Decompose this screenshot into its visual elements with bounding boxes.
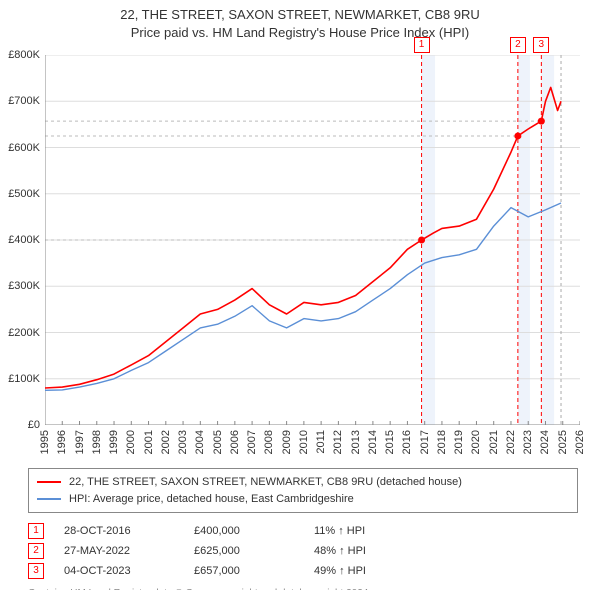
y-tick-label: £800K [0, 49, 40, 61]
y-tick-label: £0 [0, 419, 40, 431]
x-tick-label: 2014 [367, 430, 379, 454]
x-tick-label: 1996 [56, 430, 68, 454]
annotation-price: £657,000 [194, 565, 314, 577]
x-tick-label: 2005 [212, 430, 224, 454]
annotation-row: 3 04-OCT-2023£657,00049% ↑ HPI [28, 561, 578, 581]
annotation-price: £625,000 [194, 545, 314, 557]
y-tick-label: £300K [0, 280, 40, 292]
annotation-date: 04-OCT-2023 [64, 565, 194, 577]
chart-area: £0£100K£200K£300K£400K£500K£600K£700K£80… [45, 55, 580, 425]
x-tick-label: 2018 [436, 430, 448, 454]
title-block: 22, THE STREET, SAXON STREET, NEWMARKET,… [0, 0, 600, 41]
x-tick-label: 2012 [332, 430, 344, 454]
x-tick-label: 2022 [505, 430, 517, 454]
x-tick-label: 2015 [384, 430, 396, 454]
annotation-date: 27-MAY-2022 [64, 545, 194, 557]
y-tick-label: £700K [0, 95, 40, 107]
x-tick-label: 2020 [470, 430, 482, 454]
x-tick-label: 2006 [229, 430, 241, 454]
plot-svg [45, 55, 580, 425]
x-tick-label: 2008 [263, 430, 275, 454]
title-line-1: 22, THE STREET, SAXON STREET, NEWMARKET,… [0, 6, 600, 24]
annotation-diff: 11% ↑ HPI [314, 525, 434, 537]
x-tick-label: 2003 [177, 430, 189, 454]
y-tick-label: £600K [0, 142, 40, 154]
annotation-table: 1 28-OCT-2016£400,00011% ↑ HPI 2 27-MAY-202… [28, 521, 578, 581]
annotation-badge: 2 [28, 543, 44, 559]
x-tick-label: 2021 [488, 430, 500, 454]
x-tick-label: 2002 [160, 430, 172, 454]
x-tick-label: 2004 [194, 430, 206, 454]
x-tick-label: 2019 [453, 430, 465, 454]
legend-row: 22, THE STREET, SAXON STREET, NEWMARKET,… [37, 474, 569, 491]
annotation-diff: 48% ↑ HPI [314, 545, 434, 557]
annotation-row: 2 27-MAY-2022£625,00048% ↑ HPI [28, 541, 578, 561]
x-tick-label: 1997 [74, 430, 86, 454]
x-tick-label: 1995 [39, 430, 51, 454]
annotation-diff: 49% ↑ HPI [314, 565, 434, 577]
legend-swatch [37, 481, 61, 483]
y-tick-label: £400K [0, 234, 40, 246]
legend-swatch [37, 498, 61, 500]
below-chart: 22, THE STREET, SAXON STREET, NEWMARKET,… [28, 462, 578, 590]
annotation-badge: 1 [28, 523, 44, 539]
x-tick-label: 2013 [350, 430, 362, 454]
x-tick-label: 2024 [539, 430, 551, 454]
legend-row: HPI: Average price, detached house, East… [37, 491, 569, 508]
annotation-row: 1 28-OCT-2016£400,00011% ↑ HPI [28, 521, 578, 541]
x-tick-label: 2001 [143, 430, 155, 454]
x-tick-label: 1998 [91, 430, 103, 454]
y-tick-label: £200K [0, 327, 40, 339]
sale-marker-badge: 3 [533, 37, 549, 53]
annotation-date: 28-OCT-2016 [64, 525, 194, 537]
x-tick-label: 1999 [108, 430, 120, 454]
annotation-badge: 3 [28, 563, 44, 579]
x-tick-label: 2000 [125, 430, 137, 454]
x-tick-label: 2011 [315, 430, 327, 454]
x-tick-label: 2007 [246, 430, 258, 454]
legend-label: 22, THE STREET, SAXON STREET, NEWMARKET,… [69, 474, 462, 491]
x-tick-label: 2026 [574, 430, 586, 454]
x-tick-label: 2017 [419, 430, 431, 454]
x-tick-label: 2009 [281, 430, 293, 454]
legend-label: HPI: Average price, detached house, East… [69, 491, 354, 508]
y-tick-label: £500K [0, 188, 40, 200]
sale-marker-badge: 1 [414, 37, 430, 53]
x-tick-label: 2025 [557, 430, 569, 454]
legend-box: 22, THE STREET, SAXON STREET, NEWMARKET,… [28, 468, 578, 513]
chart-container: 22, THE STREET, SAXON STREET, NEWMARKET,… [0, 0, 600, 590]
x-tick-label: 2023 [522, 430, 534, 454]
x-tick-label: 2016 [401, 430, 413, 454]
x-tick-label: 2010 [298, 430, 310, 454]
sale-marker-badge: 2 [510, 37, 526, 53]
annotation-price: £400,000 [194, 525, 314, 537]
y-tick-label: £100K [0, 373, 40, 385]
